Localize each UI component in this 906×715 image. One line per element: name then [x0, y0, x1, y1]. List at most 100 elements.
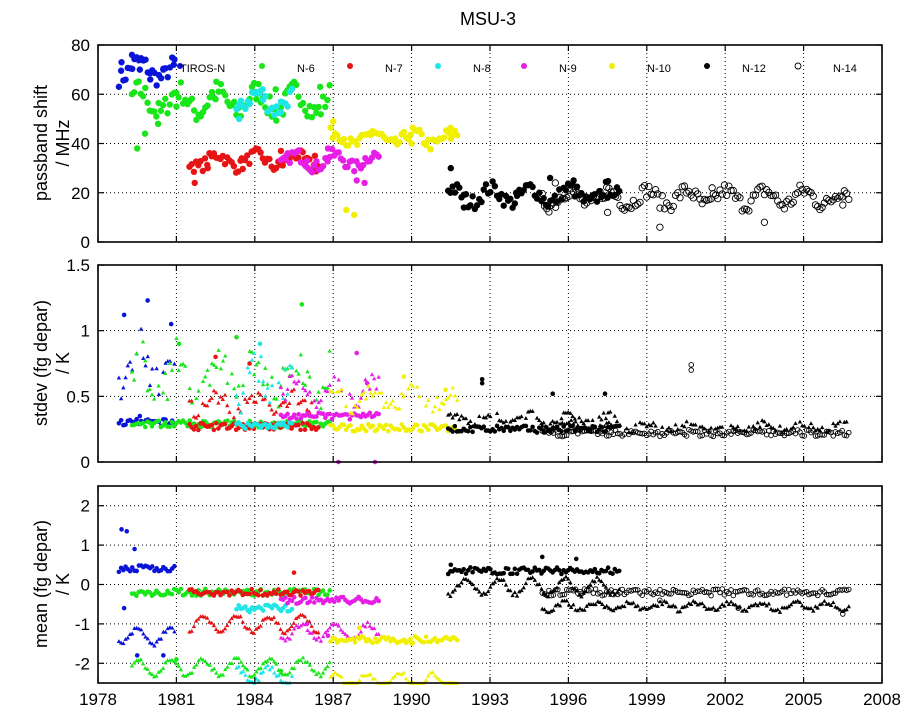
- point-tiros-n-triangle: [167, 358, 173, 363]
- point-n-7-triangle: [278, 627, 283, 632]
- point-n-14: [774, 197, 782, 205]
- point-n-12-circle: [530, 424, 535, 430]
- point-n-14-triangle: [757, 424, 763, 429]
- point-n-6-outlier: [141, 130, 149, 137]
- point-n-12-triangle: [601, 410, 606, 415]
- point-n-12: [473, 202, 481, 209]
- point-n-14-triangle: [742, 607, 747, 612]
- point-n-8-triangle: [272, 670, 277, 675]
- point-n-14-triangle: [602, 605, 607, 610]
- point-n-10: [407, 131, 414, 138]
- point-n-9-triangle: [283, 638, 288, 643]
- point-n-6-triangle: [131, 660, 137, 665]
- point-n-14-triangle: [777, 423, 783, 428]
- point-n-14: [834, 194, 842, 202]
- point-n-12-triangle: [517, 589, 522, 594]
- point-n-9-circle: [303, 595, 308, 601]
- point-n-12-outlier: [512, 189, 520, 196]
- point-n-12-triangle: [481, 590, 486, 595]
- point-n-10-circle: [423, 634, 429, 640]
- point-n-6-triangle: [216, 674, 221, 679]
- point-n-10-triangle: [390, 398, 395, 403]
- point-n-12-triangle: [477, 589, 482, 594]
- point-n-10: [454, 132, 461, 139]
- point-n-14-triangle: [646, 605, 652, 610]
- point-n-14-triangle: [582, 607, 587, 612]
- point-n-8-outlier: [257, 341, 263, 347]
- point-n-7-triangle: [211, 388, 217, 393]
- point-n-8-circle: [243, 426, 248, 431]
- point-n-6: [222, 92, 229, 99]
- point-n-14-triangle: [688, 602, 694, 606]
- point-n-6-triangle: [156, 383, 161, 388]
- point-n-10-circle: [352, 639, 358, 645]
- point-n-14-triangle: [642, 421, 647, 426]
- point-n-6-triangle: [165, 396, 170, 401]
- point-n-12-triangle: [448, 594, 453, 599]
- point-n-14-triangle: [691, 598, 696, 603]
- point-n-9-triangle: [314, 405, 319, 409]
- point-n-14-triangle: [808, 605, 814, 610]
- point-n-12-triangle: [505, 423, 511, 428]
- point-n-14-triangle: [548, 426, 554, 431]
- point-n-6-triangle: [211, 362, 217, 367]
- point-n-6-triangle: [151, 396, 157, 401]
- point-tiros-n-outlier: [118, 59, 125, 66]
- point-n-12-circle: [488, 566, 493, 572]
- point-n-7-outlier: [291, 570, 297, 575]
- point-n-8-triangle: [238, 410, 244, 415]
- point-n-14-triangle: [826, 601, 832, 606]
- point-n-12-triangle: [603, 584, 609, 589]
- point-n-10-triangle: [335, 671, 340, 676]
- point-n-9-triangle: [278, 385, 284, 390]
- point-n-6-triangle: [223, 667, 228, 672]
- point-n-12: [480, 186, 487, 193]
- point-n-12-outlier: [573, 556, 579, 562]
- point-n-14: [583, 199, 591, 207]
- point-n-6-triangle: [200, 378, 206, 383]
- point-tiros-n-triangle: [147, 640, 153, 645]
- point-n-9-triangle: [296, 378, 301, 383]
- point-n-9-circle: [289, 598, 295, 604]
- point-n-14: [654, 190, 662, 198]
- point-n-6-triangle: [178, 667, 184, 672]
- point-tiros-n-outlier: [121, 312, 127, 318]
- point-n-7-triangle: [236, 406, 241, 411]
- point-n-10-triangle: [435, 675, 440, 680]
- point-n-12-triangle: [463, 576, 469, 581]
- point-n-14: [551, 203, 560, 211]
- point-n-8-circle: [271, 425, 277, 431]
- point-n-14: [605, 184, 613, 192]
- point-n-14: [667, 206, 675, 215]
- point-n-7-triangle: [222, 392, 228, 397]
- point-tiros-n-triangle: [121, 641, 126, 646]
- point-n-14: [727, 186, 735, 195]
- point-n-12-triangle: [550, 418, 555, 423]
- point-n-7-triangle: [205, 615, 210, 620]
- point-n-14-triangle: [602, 423, 607, 428]
- point-n-14-triangle: [597, 600, 603, 604]
- point-n-6: [217, 80, 225, 88]
- point-n-8-circle: [289, 606, 295, 612]
- x-tick-label: 1996: [549, 690, 587, 709]
- point-n-7-triangle: [193, 618, 199, 623]
- point-n-7-circle: [213, 420, 219, 426]
- point-n-6-triangle: [271, 659, 277, 664]
- point-n-9-circle: [314, 414, 319, 419]
- point-tiros-n-outlier: [168, 321, 174, 327]
- point-n-12-triangle: [483, 591, 489, 596]
- y-axis-label-unit: / MHz: [53, 120, 73, 167]
- point-n-6-triangle: [167, 360, 172, 365]
- point-tiros-n-triangle: [158, 636, 164, 641]
- point-n-14-circle: [655, 428, 661, 435]
- point-n-6-triangle: [200, 657, 206, 662]
- point-n-8-triangle: [249, 357, 255, 362]
- point-n-9-outlier: [304, 621, 310, 627]
- point-tiros-n-triangle: [152, 643, 157, 648]
- x-tick-label: 1981: [157, 690, 195, 709]
- point-n-7-triangle: [245, 400, 250, 405]
- point-n-12-triangle: [519, 414, 524, 419]
- point-n-14: [716, 186, 724, 194]
- point-n-6-circle: [176, 589, 181, 595]
- point-n-7-triangle: [227, 619, 232, 624]
